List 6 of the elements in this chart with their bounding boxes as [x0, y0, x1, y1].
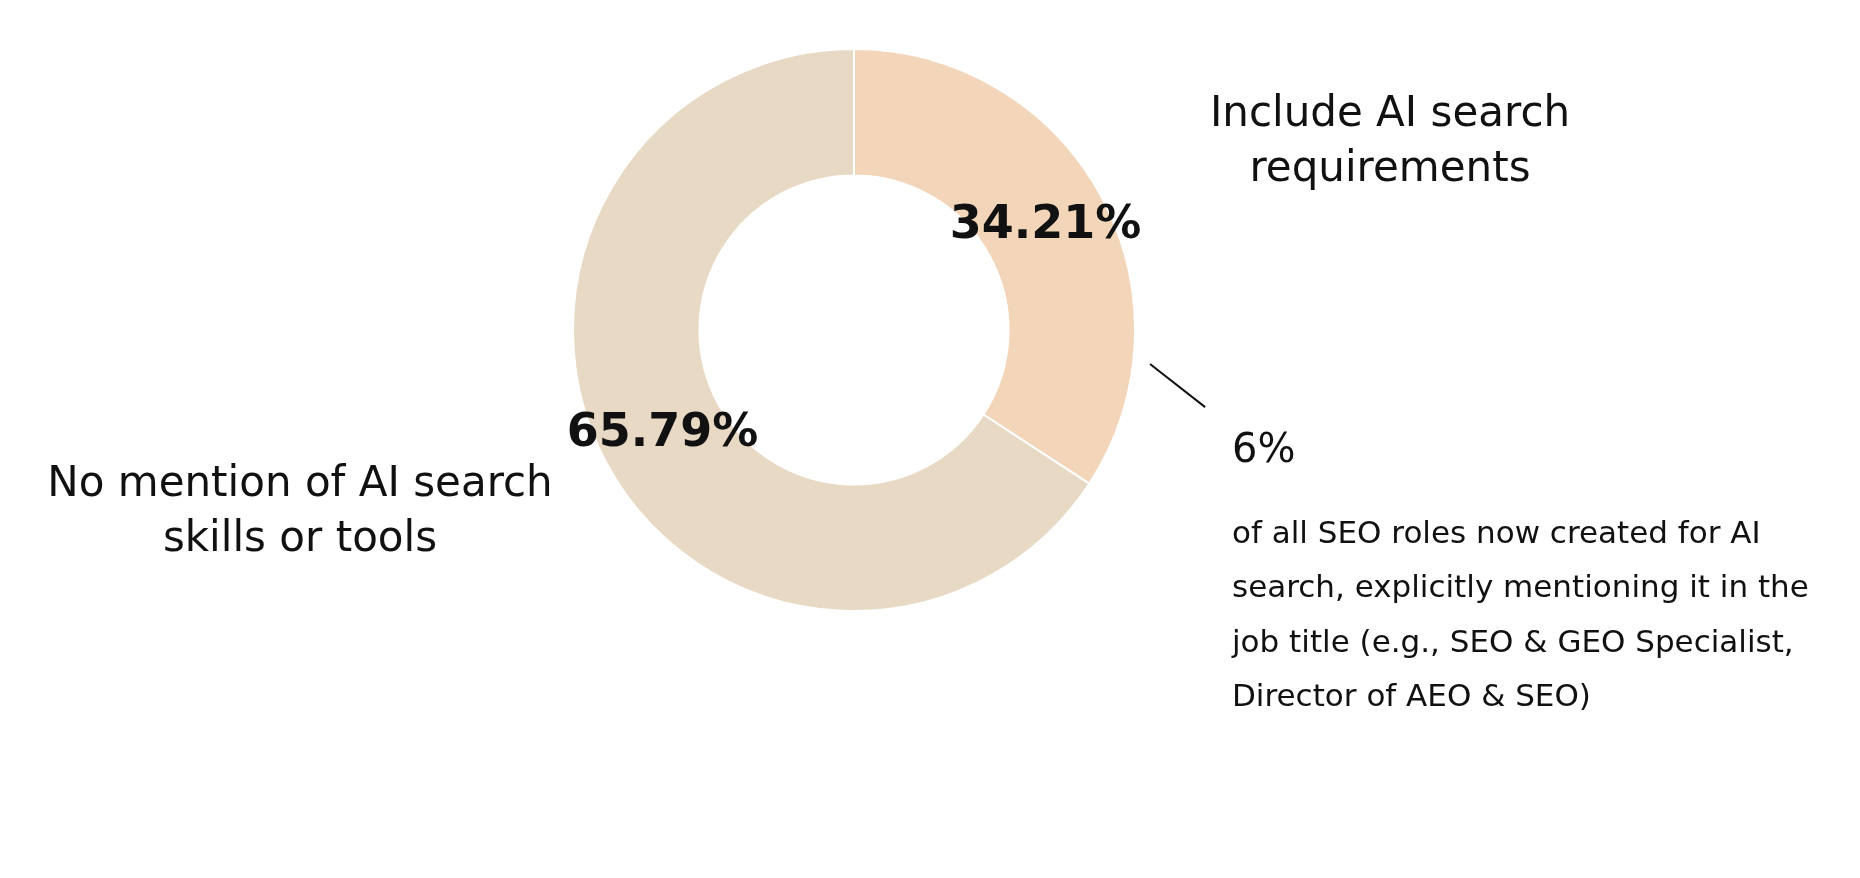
slice-label: No mention of AI search skills or tools [46, 456, 554, 563]
data-label: 34.21% [949, 195, 1142, 250]
slice-label: Include AI search requirements [1208, 86, 1572, 193]
text: of all SEO roles now created for AI search, explicitly mentioning it in the job title (e.g., SEO & GEO Specialist, Director of AEO & SEO) [1232, 513, 1810, 715]
data-label: 65.79% [566, 402, 759, 457]
text: 6% [1232, 425, 1296, 471]
